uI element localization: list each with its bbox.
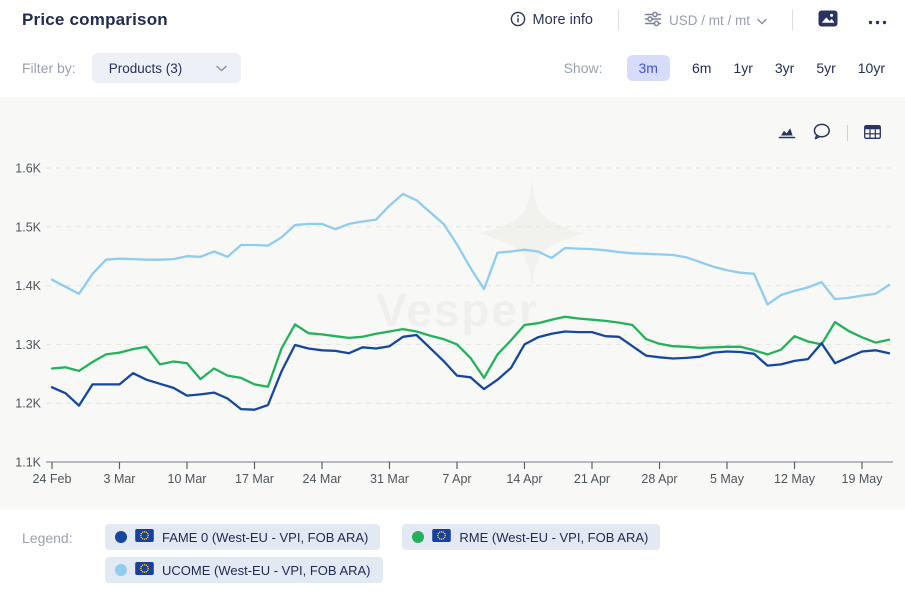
svg-text:19 May: 19 May <box>842 472 884 486</box>
more-info-label: More info <box>532 12 593 28</box>
svg-text:31 Mar: 31 Mar <box>370 472 409 486</box>
chart-toolbar <box>778 123 881 143</box>
legend-pills: FAME 0 (West-EU - VPI, FOB ARA) RME (Wes… <box>105 524 685 583</box>
range-chip-10yr[interactable]: 10yr <box>858 55 885 81</box>
header-actions: More info USD / mt / mt <box>510 10 887 30</box>
export-image-button[interactable] <box>818 10 838 30</box>
range-chip-5yr[interactable]: 5yr <box>816 55 835 81</box>
time-range-group: Show: 3m 6m 1yr 3yr 5yr 10yr <box>564 55 885 81</box>
svg-text:5 May: 5 May <box>710 472 745 486</box>
divider <box>792 10 793 30</box>
svg-text:12 May: 12 May <box>774 472 816 486</box>
price-chart[interactable]: 1.6K 1.5K 1.4K 1.3K 1.2K 1.1K 24 Feb 3 Mar 10 Ma… <box>0 97 905 510</box>
svg-text:17 Mar: 17 Mar <box>235 472 274 486</box>
legend-item-fame0[interactable]: FAME 0 (West-EU - VPI, FOB ARA) <box>105 524 381 550</box>
vesper-watermark: Vesper <box>376 284 539 336</box>
range-chip-3yr[interactable]: 3yr <box>775 55 794 81</box>
svg-text:3 Mar: 3 Mar <box>104 472 136 486</box>
svg-text:1.6K: 1.6K <box>15 162 41 176</box>
filter-bar: Filter by: Products (3) Show: 3m 6m 1yr … <box>22 53 885 83</box>
ucome-color-dot <box>115 564 127 576</box>
divider <box>618 10 619 30</box>
legend-item-label: RME (West-EU - VPI, FOB ARA) <box>459 529 649 545</box>
svg-text:24 Mar: 24 Mar <box>303 472 342 486</box>
unit-selector[interactable]: USD / mt / mt <box>644 11 767 30</box>
eu-flag-icon <box>432 529 452 545</box>
more-options-button[interactable] <box>868 13 887 28</box>
more-info-button[interactable]: More info <box>510 11 593 30</box>
fame0-color-dot <box>115 531 127 543</box>
range-chip-6m[interactable]: 6m <box>692 55 711 81</box>
ellipsis-icon <box>868 13 887 28</box>
vesper-sparkle-watermark <box>473 177 591 300</box>
products-dropdown-value: Products (3) <box>108 60 183 76</box>
chevron-down-icon <box>215 59 227 77</box>
image-icon <box>818 10 838 30</box>
header: Price comparison More info USD / mt / mt <box>0 0 905 34</box>
unit-selector-value: USD / mt / mt <box>669 12 750 28</box>
divider <box>847 125 848 141</box>
svg-text:1.1K: 1.1K <box>15 456 41 470</box>
info-icon <box>510 11 526 30</box>
svg-text:1.4K: 1.4K <box>15 279 41 293</box>
eu-flag-icon <box>135 529 154 545</box>
chevron-down-icon <box>757 13 767 28</box>
show-label: Show: <box>563 60 603 76</box>
comments-button[interactable] <box>812 123 831 143</box>
legend-item-label: UCOME (West-EU - VPI, FOB ARA) <box>162 562 371 578</box>
table-view-button[interactable] <box>864 124 881 142</box>
svg-text:7 Apr: 7 Apr <box>442 472 471 486</box>
legend-label: Legend: <box>22 530 73 546</box>
eu-flag-icon <box>135 562 154 578</box>
filter-by-label: Filter by: <box>22 60 76 76</box>
table-icon <box>864 124 881 142</box>
svg-text:24 Feb: 24 Feb <box>33 472 72 486</box>
range-chip-3m[interactable]: 3m <box>626 55 670 81</box>
svg-text:1.2K: 1.2K <box>15 397 41 411</box>
legend-item-ucome[interactable]: UCOME (West-EU - VPI, FOB ARA) <box>105 557 383 583</box>
chart-panel: Vesper 1.6K 1.5K 1.4K 1.3K 1.2K 1.1K 24 Feb 3 M… <box>0 97 905 510</box>
svg-text:1.3K: 1.3K <box>15 338 41 352</box>
range-chip-1yr[interactable]: 1yr <box>733 55 752 81</box>
filter-left: Filter by: Products (3) <box>22 53 241 83</box>
area-chart-icon <box>778 124 796 142</box>
products-dropdown[interactable]: Products (3) <box>91 53 241 83</box>
svg-text:1.5K: 1.5K <box>15 220 41 234</box>
sliders-icon <box>644 11 662 30</box>
svg-text:21 Apr: 21 Apr <box>574 472 610 486</box>
svg-text:10 Mar: 10 Mar <box>168 472 207 486</box>
legend-item-label: FAME 0 (West-EU - VPI, FOB ARA) <box>162 529 369 545</box>
chart-view-button[interactable] <box>778 124 796 142</box>
svg-text:28 Apr: 28 Apr <box>641 472 677 486</box>
page-title: Price comparison <box>22 10 168 29</box>
comment-icon <box>812 123 831 143</box>
legend-item-rme[interactable]: RME (West-EU - VPI, FOB ARA) <box>402 524 661 550</box>
legend: Legend: FAME 0 (West-EU - VPI, FOB ARA) … <box>22 524 905 583</box>
svg-text:14 Apr: 14 Apr <box>506 472 542 486</box>
rme-color-dot <box>412 531 425 543</box>
